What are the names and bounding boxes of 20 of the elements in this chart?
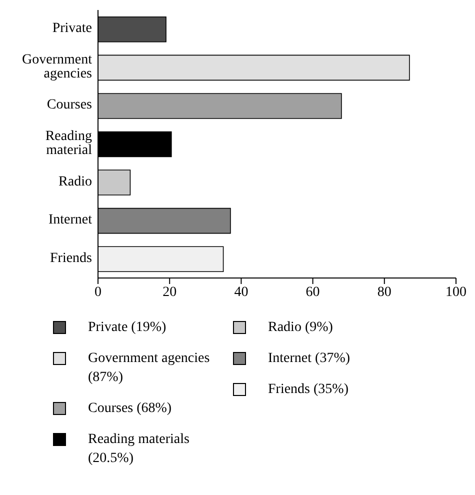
- legend-label: Radio (9%): [268, 319, 334, 337]
- x-tick-label: 80: [377, 284, 392, 300]
- y-tick-label: Internet: [48, 212, 92, 228]
- x-tick-label: 20: [162, 284, 177, 300]
- y-tick-label: Friends: [50, 251, 92, 266]
- y-tick-label: Private: [52, 21, 92, 36]
- x-tick-label: 100: [446, 284, 466, 300]
- x-tick-label: 0: [94, 284, 102, 300]
- x-tick-label: 40: [234, 284, 248, 300]
- y-tick-label: Government agencies: [22, 52, 92, 82]
- x-tick-label: 60: [306, 284, 320, 300]
- legend-label: Internet (37%): [268, 350, 352, 368]
- legend-label: Private (19%): [88, 319, 168, 337]
- legend-label: Reading materials (20.5%): [88, 431, 190, 468]
- y-tick-label: Courses: [46, 98, 92, 113]
- legend-label: Friends (35%): [268, 381, 350, 399]
- legend-label: Government agencies (87%): [88, 350, 211, 387]
- y-tick-label: Radio: [58, 174, 92, 190]
- y-tick-label: Reading material: [45, 129, 92, 158]
- legend-label: Courses (68%): [88, 400, 173, 418]
